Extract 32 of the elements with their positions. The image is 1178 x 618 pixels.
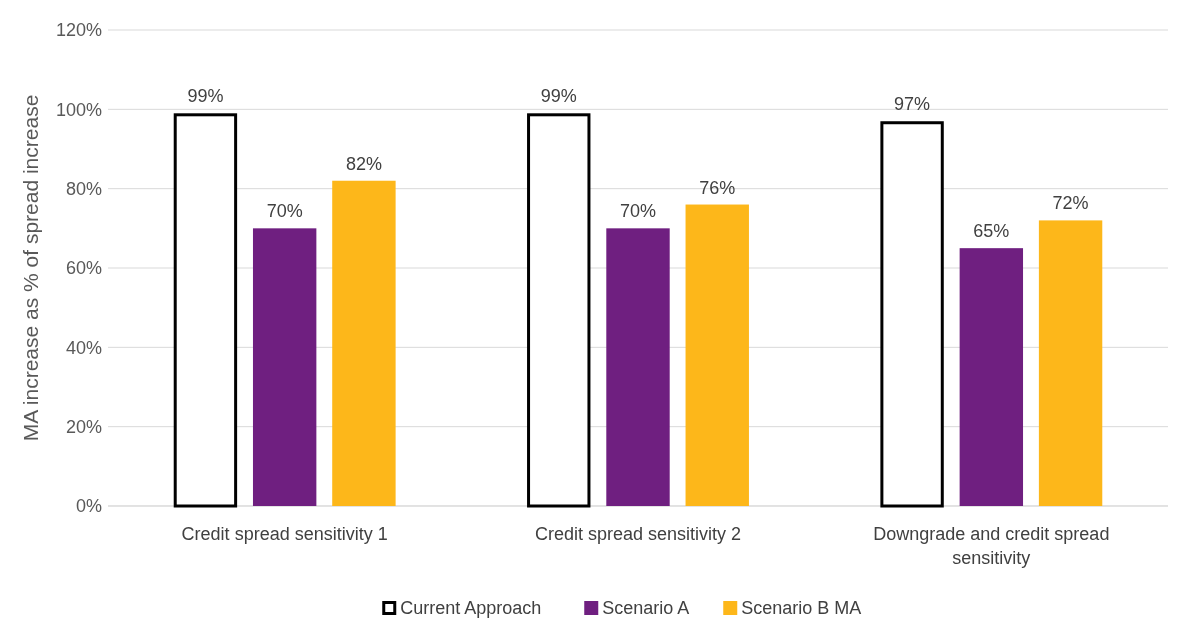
bar [173, 113, 238, 508]
bar [252, 228, 317, 506]
data-label: 99% [540, 86, 577, 107]
data-label: 82% [345, 153, 382, 174]
y-tick-label: 100% [55, 99, 102, 120]
legend-label: Current Approach [400, 598, 542, 618]
data-label: 70% [266, 201, 303, 222]
bar [606, 228, 670, 506]
data-label: 76% [699, 177, 736, 198]
data-label: 97% [894, 94, 931, 115]
bar [1038, 220, 1103, 506]
data-label: 65% [973, 221, 1010, 242]
data-label: 70% [619, 201, 657, 222]
y-tick-label: 120% [55, 20, 102, 41]
y-axis-title: MA increase as % of spread increase [19, 94, 42, 442]
data-label: 72% [1052, 193, 1089, 214]
legend-label: Scenario A [602, 598, 690, 618]
y-tick-label: 0% [75, 496, 102, 517]
y-tick-label: 80% [65, 178, 102, 199]
y-tick-label: 20% [65, 416, 102, 437]
bar [880, 121, 944, 508]
x-tick-label: Credit spread sensitivity 2 [534, 524, 742, 544]
x-tick-label: Downgrade and credit spread sensitivity [873, 524, 1110, 568]
legend-label: Scenario B MA [741, 598, 862, 618]
data-label: 99% [187, 86, 224, 107]
bar [332, 180, 396, 506]
bar [527, 113, 591, 508]
y-tick-label: 60% [65, 258, 102, 279]
bar [685, 204, 749, 506]
bar [959, 248, 1024, 506]
x-tick-label: Credit spread sensitivity 1 [181, 524, 388, 544]
y-tick-label: 40% [65, 337, 102, 358]
